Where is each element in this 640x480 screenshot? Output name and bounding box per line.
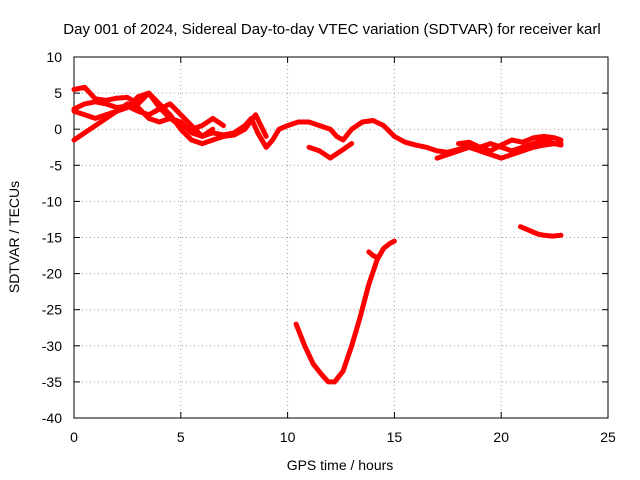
series-line-6: [434, 141, 564, 161]
series-group: [71, 84, 564, 385]
series-line-2: [71, 90, 269, 147]
chart-title: Day 001 of 2024, Sidereal Day-to-day VTE…: [63, 21, 600, 38]
x-tick-label: 25: [600, 429, 616, 445]
series-line-3: [71, 101, 226, 132]
y-tick-label: -40: [42, 410, 62, 426]
y-tick-label: -35: [42, 374, 62, 390]
plot-frame: [73, 56, 609, 419]
y-tick-label: -20: [42, 266, 62, 282]
y-axis-label: SDTVAR / TECUs: [6, 181, 22, 293]
x-tick-label: 20: [493, 429, 509, 445]
series-line-10: [517, 224, 564, 239]
series-line-4: [71, 99, 216, 139]
y-tick-label: 0: [54, 121, 62, 137]
series-line-5: [306, 141, 355, 161]
series-line-9: [366, 249, 382, 261]
y-tick-label: 5: [54, 85, 62, 101]
y-tick-label: -5: [50, 157, 63, 173]
x-tick-label: 15: [387, 429, 403, 445]
x-tick-label: 10: [280, 429, 296, 445]
x-axis-label: GPS time / hours: [287, 457, 394, 473]
y-tick-label: -15: [42, 230, 62, 246]
grid: [74, 57, 608, 418]
x-tick-label: 5: [177, 429, 185, 445]
series-line-8: [293, 238, 397, 385]
x-tick-label: 0: [70, 429, 78, 445]
y-tick-label: -30: [42, 338, 62, 354]
y-tick-label: -10: [42, 193, 62, 209]
y-tick-label: 10: [46, 49, 62, 65]
axis-ticks: 0 5 10 15 20 25 10 5 0 -5 -10 -15 -20 -25 -30 -35 -40: [42, 49, 616, 445]
y-tick-label: -25: [42, 302, 62, 318]
series-line-7: [456, 133, 564, 154]
